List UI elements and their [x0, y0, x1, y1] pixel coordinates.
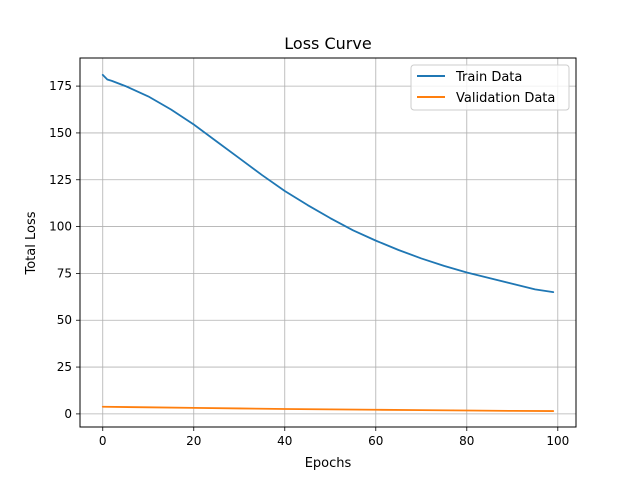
y-tick-label: 50 — [57, 313, 72, 327]
x-tick-label: 0 — [99, 434, 107, 448]
chart-title: Loss Curve — [284, 34, 371, 53]
y-axis-title: Total Loss — [24, 211, 39, 275]
ticks: 0 20 40 60 80 100 0 25 50 75 100 125 150 175 — [49, 79, 569, 448]
x-tick-label: 60 — [368, 434, 383, 448]
plot-frame — [79, 57, 577, 428]
y-tick-label: 100 — [49, 220, 72, 234]
y-tick-label: 175 — [49, 79, 72, 93]
y-tick-label: 150 — [49, 126, 72, 140]
x-tick-label: 100 — [546, 434, 569, 448]
legend: Train Data Validation Data — [410, 64, 570, 111]
grid — [80, 58, 576, 427]
series-lines — [101, 73, 555, 412]
legend-label-validation: Validation Data — [456, 91, 555, 106]
y-tick-label: 0 — [64, 407, 72, 421]
legend-box — [410, 64, 570, 111]
x-tick-label: 80 — [459, 434, 474, 448]
y-tick-label: 25 — [57, 360, 72, 374]
legend-label-train: Train Data — [455, 70, 522, 85]
series-line-validation — [101, 405, 555, 412]
x-tick-label: 20 — [186, 434, 201, 448]
y-tick-label: 75 — [57, 266, 72, 280]
series-line-train — [101, 73, 555, 294]
x-tick-label: 40 — [277, 434, 292, 448]
y-tick-label: 125 — [49, 173, 72, 187]
x-axis-title: Epochs — [305, 456, 352, 471]
